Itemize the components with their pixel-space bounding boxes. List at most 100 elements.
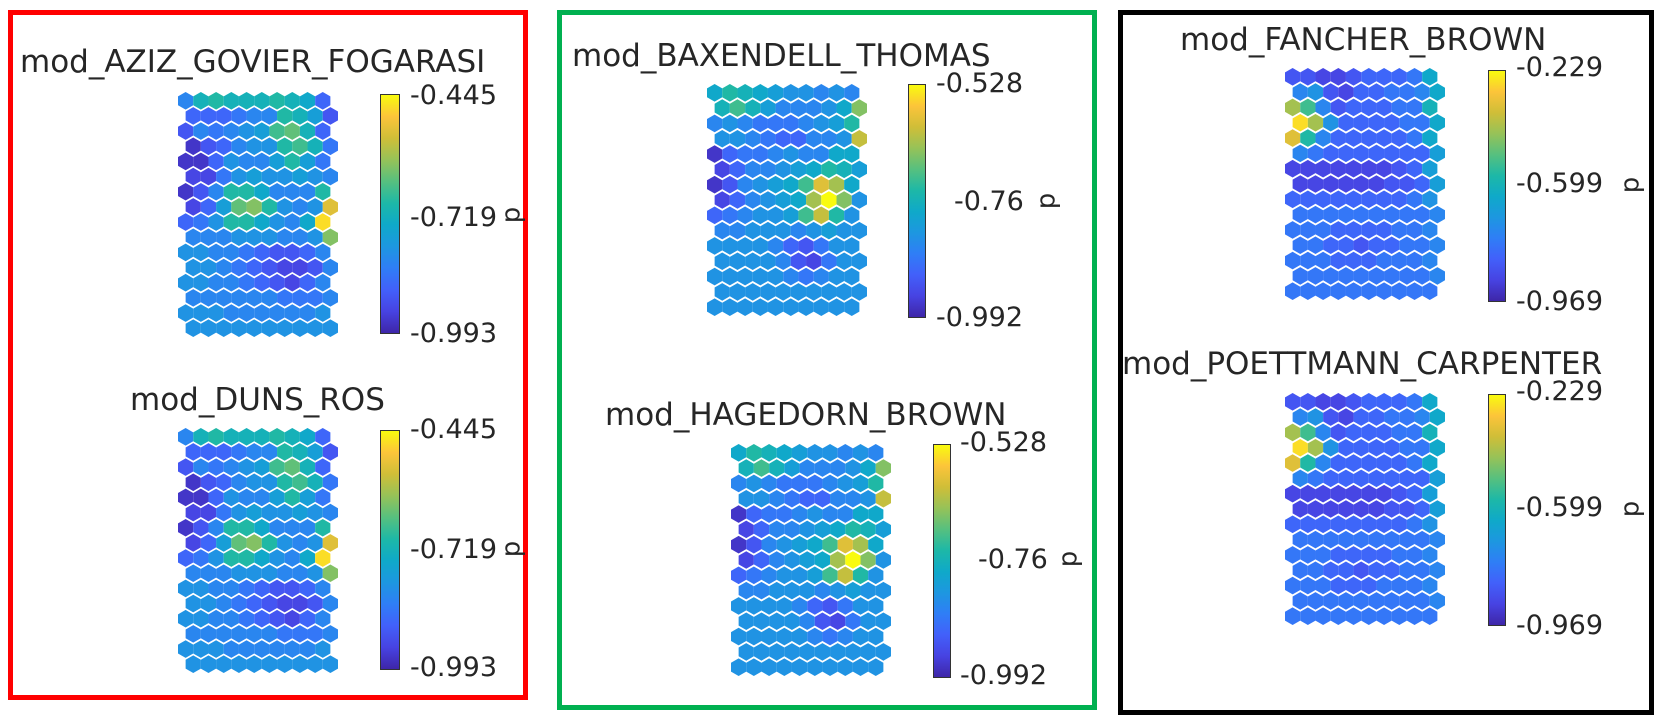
hex-cell: [1285, 251, 1301, 270]
hex-cell: [753, 643, 770, 661]
hex-cell: [307, 655, 323, 673]
hex-cell: [868, 505, 884, 523]
hex-cell: [1292, 205, 1308, 224]
hex-cell: [791, 444, 808, 462]
hex-cell: [223, 182, 239, 201]
hex-cell: [1376, 221, 1392, 239]
hex-cell: [707, 206, 723, 225]
hex-cell: [707, 175, 723, 194]
hex-cell: [254, 304, 270, 322]
hex-cell: [761, 566, 777, 585]
hex-cell: [1368, 236, 1385, 255]
hex-cell: [1338, 113, 1354, 132]
hex-cell: [1391, 576, 1407, 595]
hex-cell: [1315, 515, 1331, 534]
hex-cell: [761, 535, 777, 554]
hex-cell: [223, 152, 239, 171]
hex-cell: [1323, 530, 1339, 549]
hex-cell: [1406, 129, 1423, 147]
hex-cell: [1353, 408, 1369, 426]
som-hex-map: [731, 444, 891, 676]
hex-cell: [216, 534, 232, 552]
hex-cell: [875, 612, 891, 631]
hex-cell: [798, 237, 814, 255]
hex-cell: [745, 191, 761, 209]
hex-cell: [178, 273, 194, 292]
hex-cell: [246, 137, 262, 156]
hex-cell: [1330, 282, 1346, 300]
hex-cell: [767, 84, 784, 102]
hex-cell: [284, 273, 300, 292]
hex-cell: [1300, 98, 1316, 117]
hex-cell: [1391, 484, 1407, 503]
hex-cell: [200, 443, 217, 461]
hex-cell: [1422, 190, 1438, 209]
hex-cell: [722, 175, 738, 194]
hex-cell: [185, 655, 201, 673]
hex-cell: [254, 640, 270, 658]
hex-cell: [269, 273, 285, 292]
hex-cell: [193, 579, 209, 598]
hex-cell: [185, 107, 201, 125]
hex-cell: [731, 627, 747, 646]
hex-cell: [753, 581, 770, 600]
hex-cell: [223, 579, 239, 598]
hex-cell: [1406, 393, 1423, 411]
som-hex-map: [178, 428, 338, 673]
hex-cell: [1422, 251, 1438, 270]
hex-cell: [860, 581, 876, 600]
hex-cell: [799, 643, 815, 661]
hex-cell: [193, 92, 209, 110]
hex-cell: [1330, 546, 1346, 564]
hex-cell: [315, 640, 331, 658]
hex-cell: [1330, 515, 1346, 534]
hex-cell: [238, 243, 255, 262]
hex-cell: [845, 643, 861, 661]
hex-cell: [238, 579, 255, 598]
hex-cell: [1399, 236, 1415, 255]
colorbar-max-tick: -0.445: [410, 80, 498, 111]
hex-cell: [307, 137, 323, 156]
hex-cell: [231, 198, 247, 216]
hex-cell: [292, 198, 308, 216]
hex-cell: [223, 488, 239, 507]
hex-cell: [783, 298, 799, 316]
hex-cell: [261, 564, 278, 583]
hex-cell: [1353, 267, 1369, 285]
hex-cell: [837, 444, 853, 462]
hex-cell: [1422, 282, 1438, 300]
hex-cell: [261, 594, 278, 613]
hex-cell: [269, 243, 285, 262]
hex-cell: [1315, 68, 1331, 86]
hex-cell: [277, 534, 293, 552]
hex-cell: [1361, 484, 1377, 503]
hex-cell: [299, 488, 316, 507]
hex-cell: [1368, 267, 1385, 285]
hex-cell: [208, 488, 224, 507]
hex-cell: [837, 597, 853, 615]
hex-cell: [1429, 113, 1445, 132]
hex-cell: [277, 594, 293, 613]
hex-cell: [246, 564, 262, 583]
hex-cell: [776, 597, 792, 615]
hex-cell: [1422, 546, 1438, 564]
hex-cell: [1315, 484, 1331, 503]
hex-cell: [1429, 408, 1445, 426]
hex-cell: [307, 594, 323, 613]
hex-cell: [1345, 423, 1362, 442]
hex-cell: [784, 581, 800, 600]
hex-cell: [238, 304, 255, 322]
hex-cell: [1338, 236, 1354, 255]
hex-cell: [1361, 68, 1377, 86]
hex-cell: [1307, 236, 1324, 255]
hex-cell: [231, 258, 247, 277]
hex-cell: [178, 549, 194, 567]
hex-cell: [813, 84, 829, 102]
hex-cell: [745, 99, 761, 117]
hex-cell: [292, 289, 308, 307]
hex-cell: [791, 505, 808, 523]
hex-cell: [1376, 393, 1392, 411]
hex-cell: [1399, 113, 1415, 132]
hex-cell: [1323, 469, 1339, 488]
hex-cell: [246, 473, 262, 492]
